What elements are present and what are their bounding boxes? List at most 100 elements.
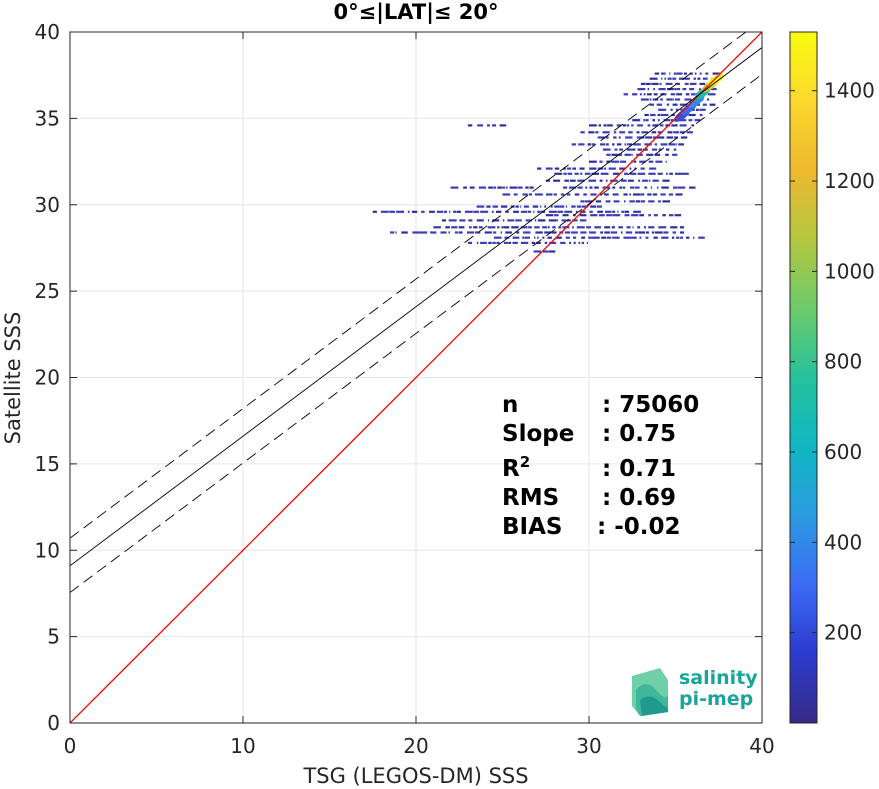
density-point bbox=[572, 226, 574, 229]
density-point bbox=[580, 231, 587, 234]
density-point bbox=[652, 98, 655, 101]
density-point bbox=[591, 143, 596, 146]
density-point bbox=[673, 131, 677, 134]
density-point bbox=[579, 219, 587, 222]
wave-logo-icon bbox=[632, 668, 669, 716]
density-point bbox=[666, 136, 673, 139]
line-1:1 bbox=[70, 32, 762, 723]
density-point bbox=[502, 193, 511, 196]
density-point bbox=[429, 210, 435, 213]
density-core-point bbox=[707, 73, 724, 88]
density-point bbox=[552, 226, 556, 229]
density-point bbox=[684, 98, 692, 101]
density-point bbox=[682, 88, 687, 91]
density-point bbox=[551, 231, 557, 234]
density-point bbox=[613, 131, 617, 134]
density-point bbox=[554, 172, 563, 175]
density-point bbox=[672, 103, 678, 106]
density-point bbox=[640, 167, 645, 170]
density-point bbox=[535, 231, 543, 234]
density-point bbox=[515, 205, 519, 208]
density-point bbox=[572, 219, 578, 222]
density-point bbox=[647, 88, 650, 91]
density-point bbox=[671, 113, 675, 117]
density-point bbox=[676, 93, 683, 96]
density-point bbox=[614, 148, 618, 151]
density-point bbox=[632, 226, 634, 229]
axis-ticks: 0 10 20 30 40 0 5 10 15 20 25 30 35 40 bbox=[35, 20, 775, 758]
density-point bbox=[628, 131, 633, 134]
density-point bbox=[563, 167, 566, 170]
density-point bbox=[627, 148, 632, 151]
density-point bbox=[635, 200, 640, 203]
density-point bbox=[625, 231, 633, 234]
density-point bbox=[597, 210, 603, 213]
density-point bbox=[481, 219, 484, 222]
density-point bbox=[523, 205, 529, 208]
density-point bbox=[668, 214, 674, 217]
density-point bbox=[632, 119, 641, 122]
density-point bbox=[647, 124, 651, 127]
density-point bbox=[620, 160, 627, 163]
density-point bbox=[699, 113, 703, 117]
density-point bbox=[612, 193, 619, 196]
density-point bbox=[674, 88, 677, 91]
density-point bbox=[509, 186, 518, 189]
density-point bbox=[649, 77, 658, 80]
density-point bbox=[389, 210, 395, 213]
density-point bbox=[559, 205, 565, 208]
density-point bbox=[647, 93, 652, 96]
density-point bbox=[492, 205, 499, 208]
density-point bbox=[599, 160, 603, 163]
density-point bbox=[547, 226, 550, 229]
density-point bbox=[679, 77, 684, 80]
density-point bbox=[680, 131, 685, 134]
density-point bbox=[448, 231, 450, 234]
density-point bbox=[436, 210, 444, 213]
density-point bbox=[679, 124, 687, 127]
density-point bbox=[497, 226, 500, 229]
density-point bbox=[550, 205, 553, 208]
density-point bbox=[479, 226, 483, 229]
density-point bbox=[500, 205, 508, 208]
density-point bbox=[657, 186, 659, 189]
y-tick-label: 5 bbox=[47, 625, 60, 649]
density-point bbox=[657, 113, 661, 117]
density-point bbox=[569, 186, 577, 189]
density-point bbox=[503, 241, 508, 244]
density-point bbox=[546, 193, 553, 196]
density-point bbox=[686, 131, 693, 134]
density-point bbox=[617, 210, 619, 213]
density-point bbox=[584, 172, 591, 175]
density-point bbox=[571, 231, 578, 234]
y-tick-label: 10 bbox=[35, 538, 60, 562]
density-point bbox=[648, 172, 656, 175]
density-point bbox=[588, 236, 592, 239]
density-point bbox=[639, 160, 646, 163]
density-point bbox=[644, 186, 648, 189]
density-point bbox=[624, 172, 628, 175]
density-point bbox=[484, 231, 492, 234]
density-point bbox=[565, 205, 568, 208]
density-point bbox=[607, 124, 613, 127]
density-point bbox=[581, 241, 585, 244]
density-point bbox=[605, 136, 609, 139]
density-point bbox=[634, 167, 637, 170]
density-point bbox=[591, 172, 599, 175]
density-point bbox=[649, 98, 652, 101]
density-point bbox=[712, 72, 720, 75]
density-point bbox=[578, 241, 581, 244]
density-point bbox=[595, 200, 602, 203]
density-point bbox=[660, 193, 666, 196]
density-point bbox=[463, 186, 467, 189]
density-point bbox=[637, 172, 646, 175]
density-point bbox=[566, 193, 571, 196]
density-point bbox=[492, 219, 500, 222]
density-point bbox=[699, 88, 701, 91]
density-point bbox=[578, 143, 585, 146]
density-point bbox=[631, 153, 633, 156]
density-point bbox=[623, 193, 628, 196]
stat-value: : -0.02 bbox=[597, 514, 681, 540]
density-point bbox=[676, 72, 683, 75]
